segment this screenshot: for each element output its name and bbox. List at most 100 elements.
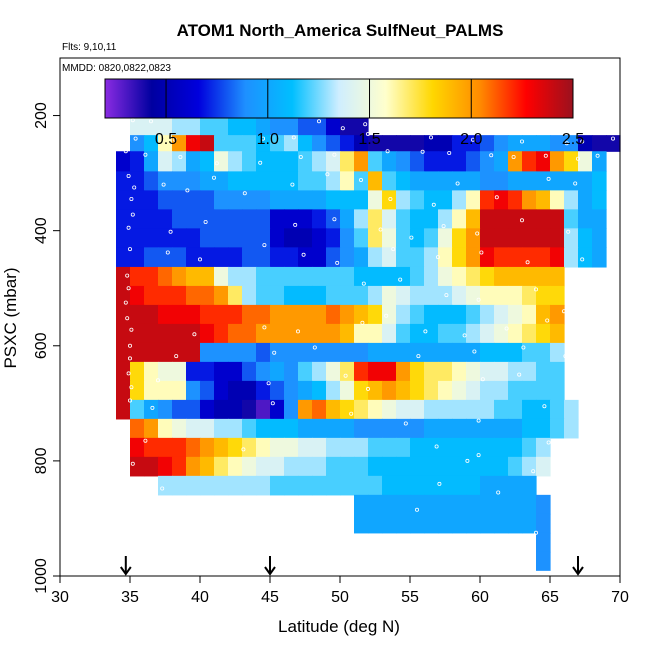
heatmap-cell: [172, 399, 187, 420]
heatmap-cell: [382, 342, 397, 363]
x-tick-label: 55: [401, 589, 419, 606]
heatmap-cell: [228, 456, 243, 477]
observation-point: [455, 181, 460, 186]
heatmap-cell: [382, 323, 397, 344]
heatmap-cell: [466, 171, 481, 191]
heatmap-cell: [284, 342, 299, 363]
heatmap-cell: [368, 247, 383, 268]
heatmap-cell: [242, 323, 257, 344]
heatmap-cell: [200, 361, 215, 382]
heatmap-cell: [116, 247, 131, 268]
heatmap-cell: [578, 171, 593, 191]
heatmap-cell: [130, 171, 145, 191]
observation-point: [332, 152, 337, 157]
observation-point: [132, 185, 137, 190]
heatmap-cell: [326, 437, 341, 458]
heatmap-cell: [270, 116, 285, 136]
heatmap-cell: [256, 437, 271, 458]
observation-point: [126, 371, 131, 376]
heatmap-cell: [144, 361, 159, 382]
heatmap-cell: [116, 285, 131, 306]
heatmap-cell: [172, 342, 187, 363]
heatmap-cell: [228, 285, 243, 306]
heatmap-cell: [312, 171, 327, 191]
heatmap-cell: [354, 475, 369, 496]
heatmap-cell: [200, 190, 215, 210]
heatmap-cell: [410, 399, 425, 420]
heatmap-cell: [270, 209, 285, 229]
heatmap-cell: [130, 418, 145, 439]
heatmap-cell: [536, 151, 551, 172]
heatmap-cell: [508, 171, 523, 191]
heatmap-cell: [452, 209, 467, 229]
heatmap-cell: [214, 418, 229, 439]
heatmap-cell: [466, 380, 481, 401]
heatmap-cell: [564, 151, 579, 172]
heatmap-cell: [494, 135, 509, 152]
heatmap-cell: [270, 437, 285, 458]
heatmap-cell: [494, 171, 509, 191]
heatmap-cell: [172, 151, 187, 172]
heatmap-cell: [536, 551, 551, 571]
heatmap-cell: [298, 228, 313, 248]
heatmap-cell: [480, 380, 495, 401]
heatmap-cell: [396, 418, 411, 439]
heatmap-cell: [508, 361, 523, 382]
heatmap-cell: [130, 228, 145, 248]
observation-point: [129, 327, 134, 332]
heatmap-cell: [298, 456, 313, 477]
heatmap-cell: [438, 304, 453, 325]
heatmap-cell: [438, 418, 453, 439]
heatmap-cell: [508, 190, 523, 210]
heatmap-cell: [158, 437, 173, 458]
heatmap-cell: [536, 135, 551, 152]
observation-point: [174, 354, 179, 359]
heatmap-cell: [200, 342, 215, 363]
heatmap-cell: [522, 151, 537, 172]
heatmap-cell: [368, 399, 383, 420]
heatmap-cell: [242, 135, 257, 152]
observation-point: [262, 325, 267, 330]
chart-title: ATOM1 North_America SulfNeut_PALMS: [177, 21, 504, 40]
heatmap-cell: [550, 151, 565, 172]
heatmap-cell: [340, 475, 355, 496]
observation-point: [365, 131, 370, 136]
observation-point: [178, 154, 183, 159]
heatmap-cell: [214, 116, 229, 136]
heatmap-cell: [396, 494, 411, 515]
heatmap-cell: [144, 228, 159, 248]
heatmap-cell: [242, 304, 257, 325]
observation-point: [361, 281, 366, 286]
observation-point: [489, 153, 494, 158]
heatmap-cell: [354, 323, 369, 344]
heatmap-cell: [214, 361, 229, 382]
heatmap-cell: [326, 361, 341, 382]
heatmap-cell: [368, 151, 383, 172]
heatmap-cell: [494, 456, 509, 477]
heatmap-cell: [270, 151, 285, 172]
heatmap-cell: [522, 135, 537, 152]
heatmap-cell: [312, 247, 327, 268]
heatmap-cell: [480, 475, 495, 496]
heatmap-cell: [452, 135, 467, 152]
heatmap-cell: [564, 209, 579, 229]
heatmap-cell: [466, 323, 481, 344]
heatmap-cell: [298, 190, 313, 210]
heatmap-cell: [410, 304, 425, 325]
heatmap-cell: [270, 418, 285, 439]
heatmap-cell: [396, 399, 411, 420]
heatmap-cell: [536, 418, 551, 439]
heatmap-cell: [144, 151, 159, 172]
observation-point: [562, 309, 567, 314]
heatmap-cell: [116, 342, 131, 363]
heatmap-cell: [284, 418, 299, 439]
heatmap-cell: [368, 323, 383, 344]
heatmap-cell: [494, 361, 509, 382]
x-tick-label: 45: [261, 589, 279, 606]
heatmap-cell: [200, 304, 215, 325]
heatmap-cell: [284, 380, 299, 401]
heatmap-cell: [438, 380, 453, 401]
heatmap-cell: [144, 266, 159, 287]
observation-point: [126, 286, 131, 291]
heatmap-cell: [368, 342, 383, 363]
